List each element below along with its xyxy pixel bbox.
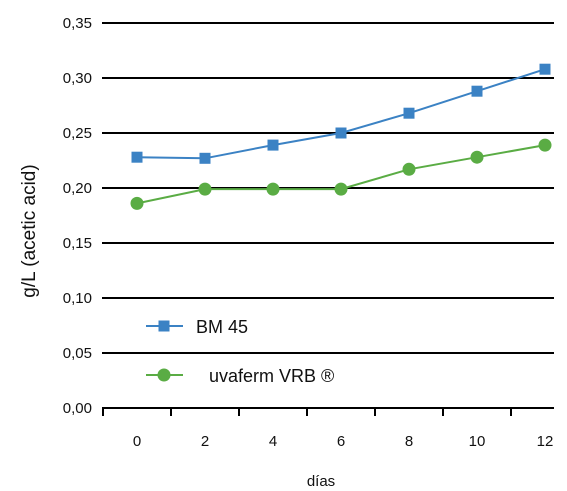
data-point <box>402 162 416 176</box>
data-point <box>267 139 279 151</box>
x-axis-title: días <box>307 473 335 490</box>
data-point <box>470 150 484 164</box>
legend-label: BM 45 <box>196 317 248 337</box>
data-point <box>334 182 348 196</box>
data-point <box>471 85 483 97</box>
y-tick-label: 0,05 <box>63 345 92 362</box>
x-tick-label: 2 <box>201 433 209 450</box>
y-axis-title: g/L (acetic acid) <box>19 164 40 297</box>
series-layer <box>130 63 552 210</box>
data-point <box>335 127 347 139</box>
legend-label: uvaferm VRB ® <box>209 366 334 386</box>
legend-marker <box>158 320 170 332</box>
legend-marker <box>157 368 171 382</box>
grid-layer <box>102 22 554 354</box>
data-point <box>538 138 552 152</box>
y-tick-label: 0,30 <box>63 70 92 87</box>
y-tick-label: 0,10 <box>63 290 92 307</box>
x-tick-label: 4 <box>269 433 277 450</box>
x-tick-label: 0 <box>133 433 141 450</box>
data-point <box>403 107 415 119</box>
x-tick-label: 12 <box>537 433 554 450</box>
x-tick-label: 8 <box>405 433 413 450</box>
data-point <box>199 152 211 164</box>
y-tick-label: 0,00 <box>63 400 92 417</box>
x-tick-label: 10 <box>469 433 486 450</box>
data-point <box>198 182 212 196</box>
y-tick-label: 0,15 <box>63 235 92 252</box>
data-point <box>266 182 280 196</box>
legend: BM 45 uvaferm VRB ® <box>146 317 334 386</box>
data-point <box>130 196 144 210</box>
axis-layer: 0,00 0,05 0,10 0,15 0,20 0,25 0,30 0,35 0 2 4 6 8 10 1… <box>63 15 554 450</box>
series-line-1 <box>136 68 546 160</box>
data-point <box>539 63 551 75</box>
y-tick-label: 0,25 <box>63 125 92 142</box>
data-point <box>131 151 143 163</box>
x-tick-label: 6 <box>337 433 345 450</box>
y-tick-label: 0,35 <box>63 15 92 32</box>
y-tick-label: 0,20 <box>63 180 92 197</box>
